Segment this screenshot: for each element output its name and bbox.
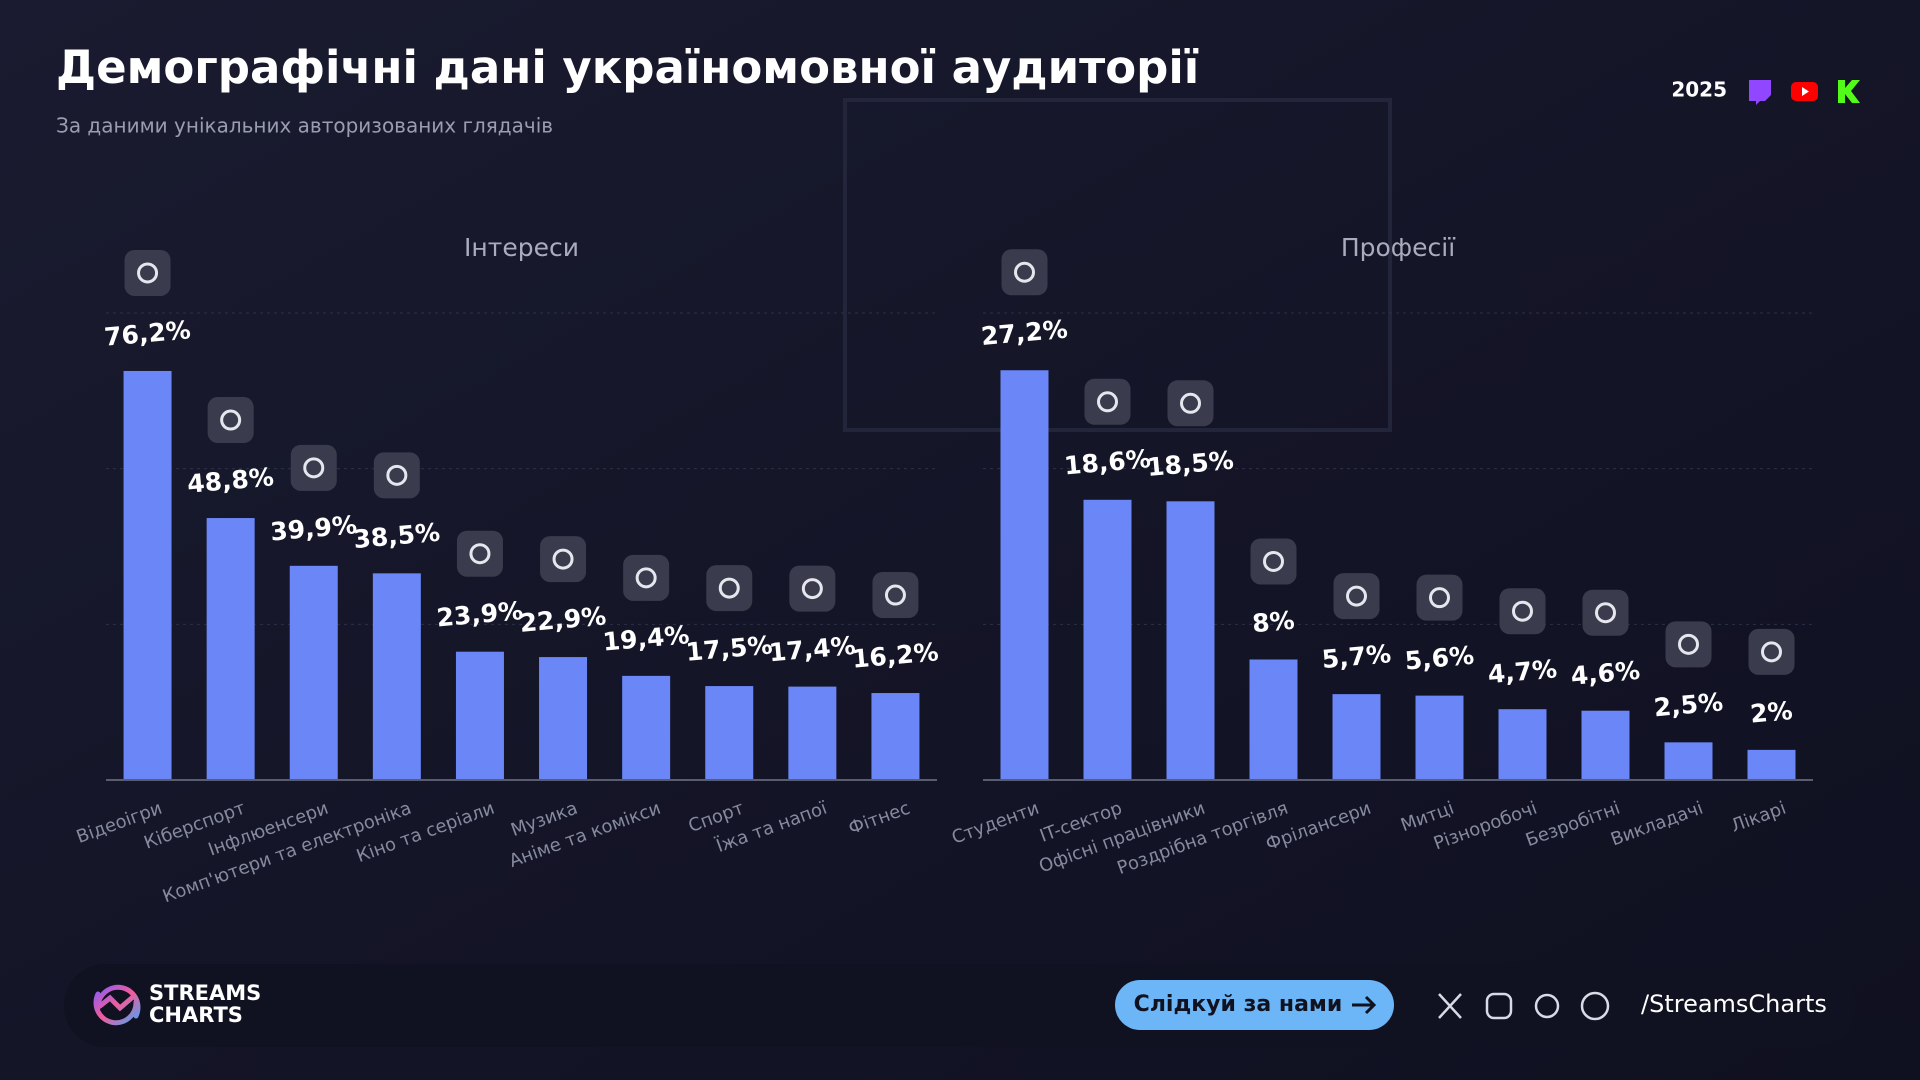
bar [1000,370,1049,780]
category-icon [1748,628,1795,675]
telegram-icon[interactable] [1580,991,1610,1021]
bar [289,565,338,780]
category-icon [1333,573,1380,620]
social-icons [1438,991,1610,1021]
value-label: 8% [1251,606,1296,639]
chart-title: Професії [1341,233,1456,262]
brand-line: STREAMS [149,981,261,1005]
kick-icon [1838,80,1860,103]
category-icon [1582,589,1629,636]
x-icon[interactable] [1438,993,1462,1019]
bar [372,573,421,780]
category-icon-glyph [137,262,159,284]
category-icon-glyph [1097,391,1118,413]
category-icon [1084,378,1131,425]
category-icon [207,397,254,444]
category-icon [124,249,171,296]
category-icon [1499,588,1546,635]
category-icon-glyph [801,578,823,600]
category-icon [1167,380,1214,427]
category-icon [706,565,753,612]
category-icon-glyph [220,409,242,431]
value-label: 4,7% [1487,654,1559,689]
category-icon [623,554,670,601]
value-label: 5,7% [1321,639,1393,674]
youtube-play [1802,87,1809,96]
category-icon [1416,574,1463,621]
bar [1498,709,1547,780]
instagram-icon[interactable] [1485,992,1513,1020]
category-icon-glyph [718,577,740,599]
logo-mark [93,984,141,1026]
value-label: 2,5% [1653,687,1725,722]
category-icon-glyph [1180,392,1201,414]
category-icon [373,452,420,499]
bar [1166,501,1215,780]
bar [788,686,837,780]
bar [1332,694,1381,780]
title: Демографічні дані україномовної аудиторі… [56,41,1199,94]
bar [123,370,172,780]
category-icon [872,572,919,619]
category-icon [290,444,337,491]
bar [1747,749,1796,780]
value-label: 2% [1749,696,1794,729]
follow-button[interactable] [1115,980,1394,1030]
arrow-icon [1352,995,1377,1015]
category-icon-glyph [1595,602,1616,624]
handle: /StreamsCharts [1641,990,1827,1018]
bar [1581,710,1630,780]
follow-button-label[interactable]: Слідкуй за нами [1134,992,1343,1017]
category-icon-glyph [635,567,657,589]
bar [1664,742,1713,780]
bar [1083,499,1132,780]
bar [705,686,754,780]
bar [871,693,920,780]
bar [539,657,588,780]
value-label: 4,6% [1570,656,1642,691]
category-icon-glyph [884,584,906,606]
twitch-icon [1749,80,1771,105]
platform-icons [1749,80,1860,105]
category-icon-glyph [1761,641,1782,663]
bar [455,651,504,780]
category-icon-glyph [469,543,491,565]
category-icon-glyph [1512,600,1533,622]
backdrop-frame [843,98,1392,432]
category-icon-glyph [386,464,408,486]
category-icon [456,530,503,577]
brand-line: CHARTS [149,1003,243,1027]
category-icon-glyph [1429,587,1450,609]
category-icon [1250,538,1297,585]
category-icon [1665,621,1712,668]
category-icon [540,536,587,583]
footer-bar [64,964,1856,1047]
bar [1415,695,1464,780]
category-icon-glyph [1263,550,1284,572]
category-icon-glyph [552,548,574,570]
category-icon-glyph [1346,585,1367,607]
chart-title: Інтереси [464,233,579,262]
year: 2025 [1671,78,1727,102]
subtitle: За даними унікальних авторизованих гляда… [56,114,553,138]
category-icon-glyph [303,457,325,479]
bar [206,518,255,780]
bar [622,675,671,780]
category-icon-glyph [1014,261,1035,283]
bar [1249,659,1298,780]
category-icon-glyph [1678,633,1699,655]
category-icon [1001,249,1048,296]
category-icon [789,565,836,612]
threads-icon[interactable] [1534,993,1560,1019]
value-label: 5,6% [1404,641,1476,676]
